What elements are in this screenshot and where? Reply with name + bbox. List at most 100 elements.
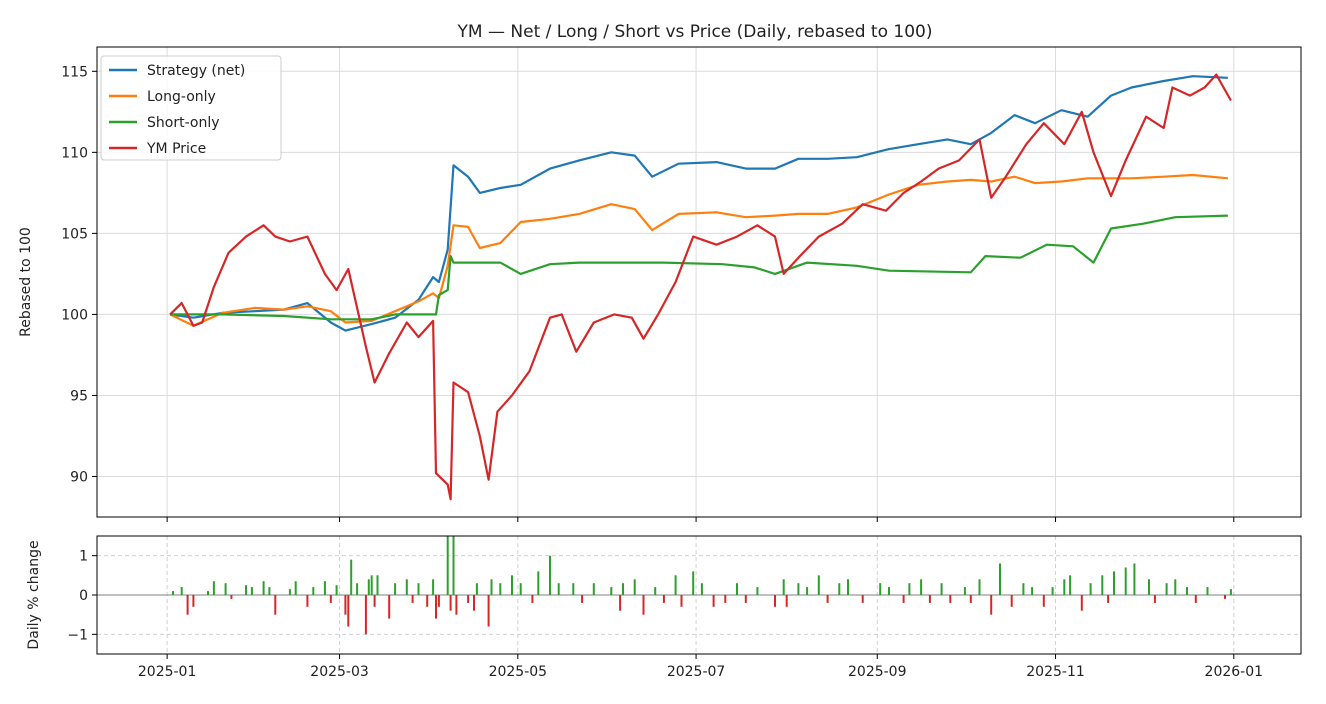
daily-change-bar — [499, 583, 502, 595]
daily-change-bar — [475, 583, 478, 595]
daily-change-bar — [928, 595, 931, 603]
daily-change-bar — [654, 587, 657, 595]
daily-change-bars — [172, 536, 1232, 635]
daily-change-bar — [774, 595, 776, 607]
daily-change-bar — [405, 579, 408, 595]
sub-y-tick-label: −1 — [67, 627, 88, 643]
daily-change-bar — [680, 595, 683, 607]
legend: Strategy (net) Long-only Short-only YM Pric… — [100, 55, 282, 161]
daily-change-bar — [1080, 595, 1083, 611]
daily-change-bar — [268, 587, 271, 595]
daily-change-bar — [692, 571, 695, 595]
daily-change-bar — [879, 583, 882, 595]
daily-change-bar — [642, 595, 645, 615]
daily-change-bar — [437, 595, 440, 607]
daily-change-bar — [847, 579, 849, 595]
daily-change-bar — [949, 595, 952, 603]
daily-change-bar — [1101, 575, 1104, 595]
daily-change-bar — [1107, 595, 1110, 603]
daily-change-bar — [1113, 571, 1115, 595]
main-series-lines — [169, 73, 1232, 501]
daily-change-bar — [306, 595, 309, 607]
daily-change-bar — [1069, 575, 1072, 595]
main-y-tick-label: 105 — [61, 226, 88, 242]
main-y-ticks: 90 95 100 105 110 115 — [61, 64, 97, 485]
daily-change-bar — [622, 583, 624, 595]
daily-change-bar — [376, 575, 379, 595]
daily-change-bar — [999, 563, 1001, 595]
series-line-long-only — [169, 173, 1229, 327]
daily-change-bar — [274, 595, 277, 615]
main-grid — [97, 47, 1301, 522]
series-line-strategy-net — [169, 75, 1228, 332]
daily-change-bar — [262, 581, 265, 595]
daily-change-bar — [969, 595, 972, 603]
daily-change-bar — [1051, 587, 1054, 595]
daily-change-bar — [700, 583, 703, 595]
daily-change-bar — [549, 555, 551, 595]
daily-change-bar — [1153, 595, 1156, 603]
daily-change-bar — [373, 595, 376, 607]
daily-change-bar — [417, 583, 420, 595]
daily-change-bar — [329, 595, 332, 603]
x-tick-label: 2025-05 — [489, 664, 548, 680]
daily-change-bar — [250, 587, 253, 595]
daily-change-bar — [782, 579, 785, 595]
daily-change-bar — [861, 595, 864, 603]
daily-change-bar — [294, 581, 297, 595]
daily-change-bar — [978, 579, 981, 595]
daily-change-bar — [364, 595, 367, 635]
daily-change-bar — [347, 595, 350, 627]
x-tick-label: 2025-07 — [667, 664, 726, 680]
daily-change-bar — [356, 583, 359, 595]
daily-change-bar — [426, 595, 429, 607]
daily-change-bar — [1194, 595, 1197, 603]
daily-change-bar — [1133, 563, 1136, 595]
daily-change-bar — [212, 581, 215, 595]
daily-change-bar — [619, 595, 622, 611]
daily-change-bar — [323, 581, 326, 595]
daily-change-bar — [452, 536, 455, 595]
daily-change-bar — [712, 595, 715, 607]
series-line-ym-price — [169, 73, 1232, 501]
daily-change-bar — [785, 595, 788, 607]
daily-change-bar — [192, 595, 195, 607]
daily-change-bar — [467, 595, 470, 603]
daily-change-bar — [662, 595, 665, 603]
daily-change-bar — [756, 587, 759, 595]
daily-change-bar — [1089, 583, 1092, 595]
daily-change-bar — [531, 595, 534, 603]
daily-change-bar — [674, 575, 677, 595]
main-y-tick-label: 110 — [61, 145, 88, 161]
daily-change-bar — [963, 587, 966, 595]
daily-change-bar — [432, 579, 435, 595]
daily-change-bar — [908, 583, 911, 595]
daily-change-bar — [592, 583, 595, 595]
daily-change-bar — [902, 595, 905, 603]
daily-change-bar — [455, 595, 458, 615]
daily-change-bar — [610, 587, 613, 595]
daily-change-bar — [511, 575, 513, 595]
sub-y-ticks: −1 0 1 — [67, 549, 97, 643]
daily-change-bar — [446, 536, 449, 595]
daily-change-bar — [572, 583, 575, 595]
main-y-tick-label: 90 — [70, 469, 88, 485]
daily-change-bar — [344, 595, 347, 615]
legend-label-strategy-net: Strategy (net) — [147, 63, 245, 79]
daily-change-bar — [186, 595, 189, 615]
daily-change-bar — [557, 583, 560, 595]
daily-change-bar — [920, 579, 923, 595]
daily-change-bar — [367, 579, 370, 595]
x-tick-label: 2025-09 — [848, 664, 907, 680]
legend-box — [100, 55, 282, 161]
daily-change-bar — [435, 595, 437, 619]
daily-change-bar — [350, 559, 353, 595]
daily-change-bar — [724, 595, 727, 603]
daily-change-bar — [288, 589, 291, 595]
sub-y-axis-label: Daily % change — [26, 540, 42, 649]
daily-change-bar — [838, 583, 841, 595]
daily-change-bar — [806, 587, 809, 595]
main-y-tick-label: 115 — [61, 64, 88, 80]
